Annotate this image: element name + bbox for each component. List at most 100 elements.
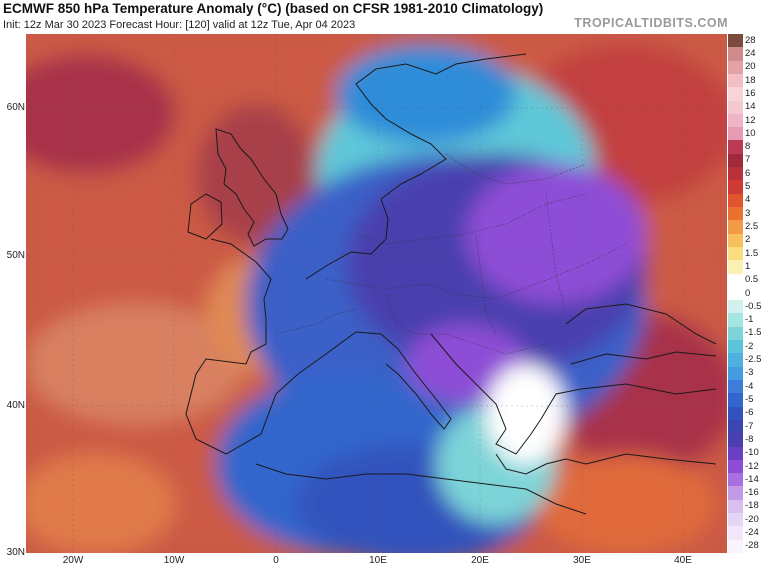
colorbar-swatch bbox=[728, 499, 743, 514]
brand-logo: TROPICALTIDBITS.COM bbox=[574, 16, 728, 30]
colorbar-swatch bbox=[728, 60, 743, 75]
colorbar-swatch bbox=[728, 366, 743, 381]
colorbar-swatch bbox=[728, 246, 743, 261]
colorbar-label: -3 bbox=[745, 367, 754, 379]
lon-label-40e: 40E bbox=[674, 555, 692, 566]
colorbar-swatch bbox=[728, 153, 743, 168]
colorbar-label: -4 bbox=[745, 380, 754, 392]
anomaly-field bbox=[26, 34, 727, 553]
colorbar-swatch bbox=[728, 167, 743, 181]
map-subtitle: Init: 12z Mar 30 2023 Forecast Hour: [12… bbox=[3, 19, 356, 31]
colorbar-label: -14 bbox=[745, 473, 759, 485]
colorbar-swatch bbox=[728, 260, 743, 275]
colorbar-label: -2 bbox=[745, 340, 754, 352]
colorbar-swatch bbox=[728, 300, 743, 314]
colorbar-swatch bbox=[728, 207, 743, 221]
colorbar-label: -16 bbox=[745, 487, 759, 499]
lon-label-20w: 20W bbox=[62, 555, 84, 566]
colorbar-swatch bbox=[728, 446, 743, 461]
colorbar-label: -1.5 bbox=[745, 327, 762, 339]
lat-label-60n: 60N bbox=[6, 102, 25, 113]
colorbar-swatch bbox=[728, 47, 743, 62]
lon-label-10w: 10W bbox=[163, 555, 185, 566]
colorbar-label: -8 bbox=[745, 433, 754, 445]
colorbar-label: 10 bbox=[745, 127, 756, 139]
colorbar-label: -2.5 bbox=[745, 354, 762, 366]
colorbar-label: -12 bbox=[745, 460, 759, 472]
colorbar-label: 12 bbox=[745, 114, 756, 126]
colorbar-label: 5 bbox=[745, 181, 751, 193]
colorbar-label: -28 bbox=[745, 540, 759, 552]
colorbar-swatch bbox=[728, 539, 743, 554]
colorbar-label: 0 bbox=[745, 287, 751, 299]
colorbar-swatch bbox=[728, 459, 743, 474]
colorbar-label: -6 bbox=[745, 407, 754, 419]
colorbar-swatch bbox=[728, 313, 743, 328]
gridlines bbox=[26, 34, 727, 553]
colorbar-swatch bbox=[728, 353, 743, 368]
colorbar-label: -18 bbox=[745, 500, 759, 512]
colorbar-swatch bbox=[728, 419, 743, 434]
colorbar-swatch bbox=[728, 286, 743, 301]
colorbar-swatch bbox=[728, 180, 743, 195]
colorbar-label: -10 bbox=[745, 447, 759, 459]
colorbar-swatch bbox=[728, 513, 743, 527]
colorbar-label: -7 bbox=[745, 420, 754, 432]
colorbar-label: 2.5 bbox=[745, 220, 759, 232]
colorbar-label: -1 bbox=[745, 314, 754, 326]
colorbar-swatch bbox=[728, 193, 743, 208]
colorbar-swatch bbox=[728, 100, 743, 115]
colorbar-label: 6 bbox=[745, 167, 751, 179]
colorbar-swatch bbox=[728, 526, 743, 541]
colorbar-label: 3 bbox=[745, 207, 751, 219]
colorbar-label: 7 bbox=[745, 154, 751, 166]
coastlines bbox=[185, 53, 717, 515]
anomaly-map bbox=[26, 34, 727, 553]
colorbar-swatch bbox=[728, 273, 743, 288]
colorbar-swatch bbox=[728, 486, 743, 501]
colorbar-swatch bbox=[728, 140, 743, 155]
map-title: ECMWF 850 hPa Temperature Anomaly (°C) (… bbox=[3, 1, 544, 16]
lat-label-30n: 30N bbox=[6, 547, 25, 558]
colorbar-swatch bbox=[728, 220, 743, 235]
lon-label-20e: 20E bbox=[471, 555, 489, 566]
colorbar-label: -24 bbox=[745, 527, 759, 539]
colorbar-label: -0.5 bbox=[745, 300, 762, 312]
colorbar-swatch bbox=[728, 233, 743, 248]
colorbar-swatch bbox=[728, 34, 743, 48]
colorbar-swatch bbox=[728, 380, 743, 394]
colorbar-swatch bbox=[728, 127, 743, 141]
colorbar-swatch bbox=[728, 73, 743, 88]
lat-label-50n: 50N bbox=[6, 250, 25, 261]
lon-label-10e: 10E bbox=[369, 555, 387, 566]
colorbar-label: 0.5 bbox=[745, 274, 759, 286]
colorbar-label: 16 bbox=[745, 87, 756, 99]
lon-label-30e: 30E bbox=[573, 555, 591, 566]
colorbar: 28 24 20 18 16 14 12 10 8 7 6 5 4 3 2.5 2 1.5 1 0.5 0 -0.5 -1… bbox=[728, 34, 768, 554]
lon-label-0: 0 bbox=[273, 555, 279, 566]
colorbar-label: -20 bbox=[745, 513, 759, 525]
colorbar-swatch bbox=[728, 433, 743, 448]
colorbar-label: 1 bbox=[745, 260, 751, 272]
colorbar-swatch bbox=[728, 393, 743, 408]
colorbar-label: 28 bbox=[745, 34, 756, 46]
colorbar-label: 4 bbox=[745, 194, 751, 206]
colorbar-swatch bbox=[728, 87, 743, 102]
header: ECMWF 850 hPa Temperature Anomaly (°C) (… bbox=[0, 0, 768, 34]
colorbar-label: 24 bbox=[745, 47, 756, 59]
colorbar-swatch bbox=[728, 113, 743, 128]
anomaly-shading bbox=[26, 34, 727, 553]
lat-label-40n: 40N bbox=[6, 400, 25, 411]
colorbar-label: 2 bbox=[745, 234, 751, 246]
colorbar-swatch bbox=[728, 473, 743, 487]
colorbar-label: 1.5 bbox=[745, 247, 759, 259]
colorbar-label: -5 bbox=[745, 393, 754, 405]
colorbar-label: 14 bbox=[745, 101, 756, 113]
colorbar-swatch bbox=[728, 326, 743, 341]
colorbar-swatch bbox=[728, 340, 743, 354]
borders bbox=[275, 153, 627, 355]
colorbar-swatch bbox=[728, 406, 743, 421]
colorbar-label: 8 bbox=[745, 141, 751, 153]
colorbar-label: 18 bbox=[745, 74, 756, 86]
colorbar-label: 20 bbox=[745, 61, 756, 73]
